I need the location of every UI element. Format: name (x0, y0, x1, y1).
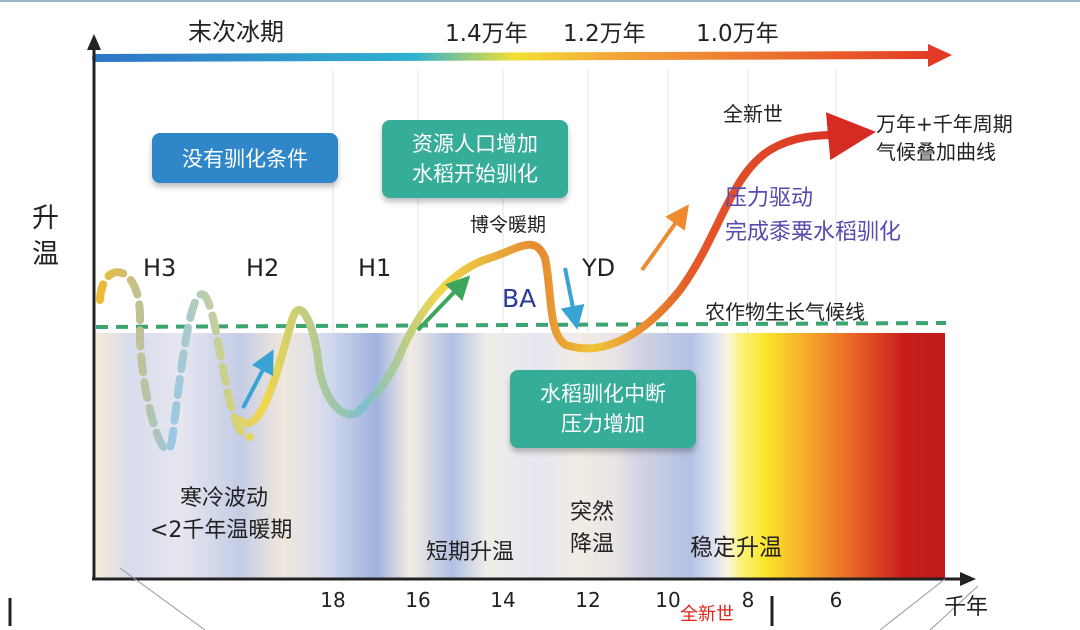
crop-climate-line (95, 321, 947, 329)
label-last-glacial: 末次冰期 (188, 18, 284, 46)
holocene-red-label: 全新世 (680, 604, 734, 625)
label-12k-years: 1.2万年 (563, 21, 646, 47)
timeline-arrow (92, 51, 934, 62)
top-border (0, 0, 1080, 2)
phase-cold-line2: <2千年温暖期 (150, 518, 293, 543)
phase-stable-warming: 稳定升温 (690, 535, 782, 561)
event-holocene: 全新世 (723, 102, 783, 126)
event-h1: H1 (358, 254, 392, 282)
climate-curve (236, 112, 876, 427)
warming-arrow-h2 (241, 349, 274, 409)
cooling-arrow-yd (560, 267, 585, 330)
event-h2: H2 (246, 254, 280, 282)
timeline-arrowhead (928, 44, 952, 67)
annotation-curve-line2: 气候叠加曲线 (876, 140, 996, 164)
annotation-pressure-line2: 完成黍粟水稻驯化 (725, 220, 902, 245)
base-line-right (879, 578, 946, 630)
base-line-end (929, 585, 979, 630)
event-yd: YD (582, 254, 616, 282)
phase-sudden-line2: 降温 (570, 532, 615, 557)
label-14k-years: 1.4万年 (445, 21, 528, 47)
y-axis-label-bottom: 温 (32, 239, 59, 270)
box-resources-line1: 资源人口增加 (412, 132, 538, 156)
annotation-curve-line1: 万年+千年周期 (876, 112, 1013, 136)
box-interrupted-line2: 压力增加 (561, 412, 645, 436)
event-ba: BA (502, 284, 537, 313)
x-tick-16: 16 (405, 588, 431, 612)
box-no-domestication: 没有驯化条件 (152, 133, 338, 183)
y-axis-arrowhead (87, 34, 101, 50)
x-tick-10: 10 (655, 588, 681, 612)
base-line-left (119, 567, 206, 630)
phase-short-warming: 短期升温 (426, 540, 515, 565)
vertical-guides (332, 70, 837, 333)
annotation-pressure-line1: 压力驱动 (725, 186, 814, 211)
box-interrupted-line1: 水稻驯化中断 (540, 382, 666, 406)
event-bolling: 博令暖期 (470, 214, 547, 236)
event-h3: H3 (143, 254, 177, 282)
x-tick-18: 18 (320, 588, 346, 612)
x-tick-14: 14 (490, 588, 516, 612)
x-tick-6: 6 (829, 588, 843, 612)
x-axis-unit: 千年 (944, 595, 989, 620)
x-tick-12: 12 (575, 588, 601, 612)
y-axis-label-top: 升 (32, 203, 59, 234)
x-axis-arrowhead (960, 572, 976, 586)
cold-oscillation-curve (96, 268, 254, 454)
annotation-crop-line: 农作物生长气候线 (705, 300, 865, 324)
box-no-domestication-text: 没有驯化条件 (182, 147, 308, 171)
box-resources-line2: 水稻开始驯化 (412, 162, 538, 186)
phase-sudden-line1: 突然 (570, 500, 615, 525)
box-resources: 资源人口增加 水稻开始驯化 (382, 120, 568, 198)
x-tick-8: 8 (741, 588, 755, 612)
label-10k-years: 1.0万年 (696, 21, 779, 47)
phase-cold-line1: 寒冷波动 (180, 486, 269, 511)
pressure-arrow (640, 204, 689, 272)
box-interrupted: 水稻驯化中断 压力增加 (510, 370, 696, 448)
warming-arrow-green (416, 275, 471, 332)
